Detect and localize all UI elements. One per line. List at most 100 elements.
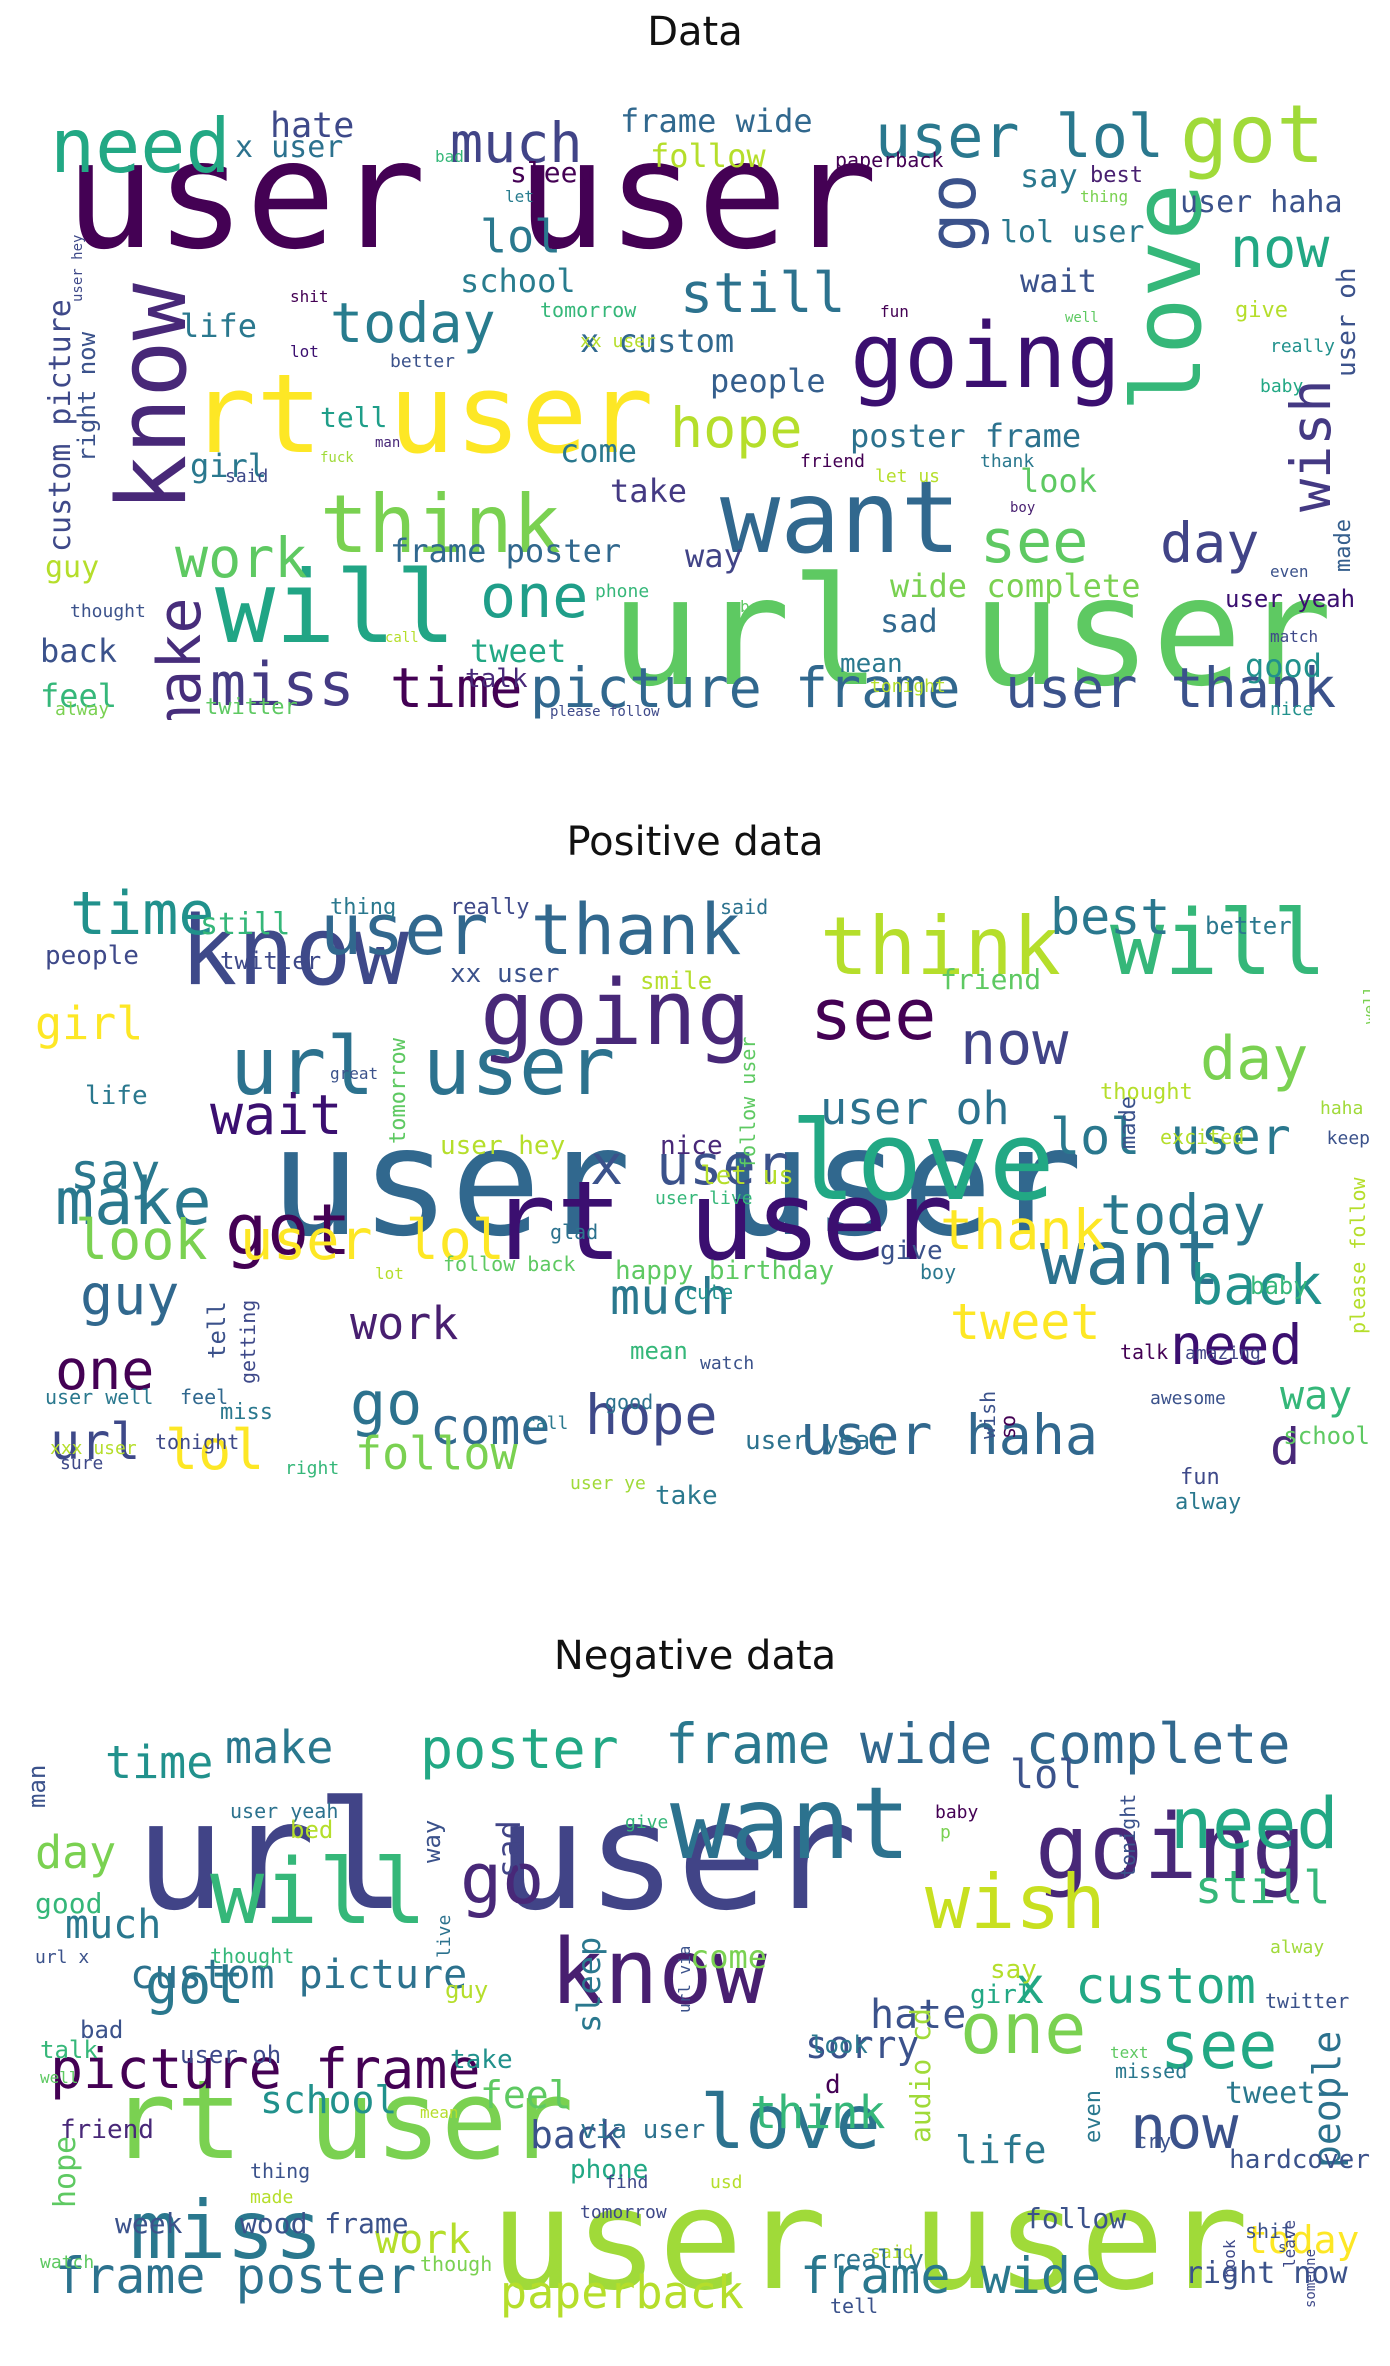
word-user-oh: user oh xyxy=(820,1082,1010,1135)
word-know: know xyxy=(180,897,410,1007)
word-thing: thing xyxy=(330,895,396,920)
word-poster: poster xyxy=(420,1717,619,1781)
word-back: back xyxy=(40,632,117,670)
word-lol: lol xyxy=(1010,1752,1082,1798)
word-need: need xyxy=(1170,1313,1302,1377)
word-poster-frame: poster frame xyxy=(850,417,1081,455)
word-live: live xyxy=(434,1915,455,1958)
word-girl: girl xyxy=(35,997,143,1050)
word-happy-birthday: happy birthday xyxy=(615,1256,834,1286)
word-frame-wide: frame wide xyxy=(620,102,813,140)
word-cry: cry xyxy=(1135,2129,1171,2153)
word-still: still xyxy=(680,261,846,325)
word-much: much xyxy=(450,111,582,175)
word-tell: tell xyxy=(830,2294,878,2318)
word-wish: wish xyxy=(1279,380,1343,512)
word-text: text xyxy=(1110,2043,1149,2062)
word-people: people xyxy=(1305,2031,1349,2168)
word-cute: cute xyxy=(685,1280,733,1304)
word-call: call xyxy=(385,630,419,646)
word-still: still xyxy=(200,907,290,942)
word-tweet: tweet xyxy=(1225,2076,1315,2111)
word-book: book xyxy=(1220,2239,1239,2278)
word-got: got xyxy=(145,1952,244,2016)
word-boy: boy xyxy=(920,1260,956,1284)
word-love: love xyxy=(790,1097,1055,1225)
word-tell: tell xyxy=(203,1301,231,1359)
word-follow: follow xyxy=(355,1427,518,1480)
word-though: though xyxy=(420,2252,492,2276)
word-think: think xyxy=(320,478,561,571)
word-please-follow: please follow xyxy=(550,704,660,720)
word-user-lol: user lol xyxy=(875,102,1164,172)
word-sleep: sleep xyxy=(570,1937,608,2033)
word-leave: leave xyxy=(1280,2220,1299,2268)
word-hope: hope xyxy=(48,2136,83,2208)
word-xxx-user: xxx user xyxy=(50,1438,137,1459)
word-work: work xyxy=(350,1297,458,1350)
word-hardcover: hardcover xyxy=(1229,2145,1370,2175)
word-will: will xyxy=(210,1840,427,1945)
word-think: think xyxy=(750,2086,885,2139)
word-best: best xyxy=(1090,163,1143,188)
word-much: much xyxy=(65,1902,161,1948)
word-fun: fun xyxy=(1180,1465,1220,1490)
word-tonight: tonight xyxy=(155,1430,239,1454)
word-want: want xyxy=(670,1765,911,1882)
word-custom-picture: custom picture xyxy=(43,299,78,552)
word-wish: wish xyxy=(925,1858,1106,1946)
word-friend: friend xyxy=(800,451,865,472)
word-keep: keep xyxy=(1327,1128,1370,1149)
panel-title: Data xyxy=(647,9,743,55)
word-got: got xyxy=(1180,88,1325,181)
word-url-user: url user xyxy=(230,1020,615,1113)
word-now: now xyxy=(1230,216,1330,280)
word-phone: phone xyxy=(595,581,649,602)
word-paperback: paperback xyxy=(500,2266,744,2319)
word-way: way xyxy=(418,1820,446,1863)
word-follow-user: follow user xyxy=(736,1037,760,1169)
word-made: made xyxy=(1116,1096,1141,1149)
word-sure: sure xyxy=(60,1453,103,1474)
word-right: right xyxy=(285,1458,339,1479)
word-friend: friend xyxy=(60,2115,154,2145)
word-sad: sad xyxy=(880,602,938,640)
word-thought: thought xyxy=(70,601,146,622)
word-user-lol: user lol xyxy=(240,1208,505,1272)
word-boy: boy xyxy=(1010,500,1035,516)
word-lol: lol xyxy=(480,210,561,263)
word-make: make xyxy=(55,1165,212,1240)
word-lol-user: lol user xyxy=(1050,1108,1291,1166)
word-hate: hate xyxy=(270,106,354,146)
word-alway: alway xyxy=(1270,1937,1324,1958)
word-x-user: x user xyxy=(590,1133,789,1197)
word-user-thank: user thank xyxy=(1005,656,1336,720)
word-day: day xyxy=(35,1826,116,1879)
word-thought: thought xyxy=(1100,1080,1193,1105)
word-think: think xyxy=(820,900,1061,993)
word-picture-frame: picture frame xyxy=(530,656,960,720)
word-thing: thing xyxy=(250,2159,310,2183)
word-s: s xyxy=(1278,2240,1286,2256)
word-tomorrow: tomorrow xyxy=(540,298,637,322)
word-nice: nice xyxy=(1270,699,1313,720)
word-come: come xyxy=(690,1938,767,1976)
word-x-custom: x custom xyxy=(580,322,734,360)
word-girl: girl xyxy=(190,447,267,485)
word-best: best xyxy=(1050,888,1170,946)
word-user-oh: user oh xyxy=(1332,267,1362,377)
word-user-ye: user ye xyxy=(570,1473,646,1494)
word-today: today xyxy=(1245,2218,1359,2262)
word-will: will xyxy=(215,549,456,666)
word-friend: friend xyxy=(940,963,1041,996)
word-life: life xyxy=(85,1081,148,1111)
word-one: one xyxy=(960,1988,1086,2070)
word-guy: guy xyxy=(45,550,99,585)
word-sorry: sorry xyxy=(805,2023,919,2067)
word-custom-picture: custom picture xyxy=(130,1952,467,1998)
word-say: say xyxy=(70,1143,160,1201)
word-nice: nice xyxy=(660,1131,723,1161)
word-way: way xyxy=(685,537,743,575)
word-school: school xyxy=(260,2078,397,2122)
word-miss: miss xyxy=(130,2184,323,2277)
